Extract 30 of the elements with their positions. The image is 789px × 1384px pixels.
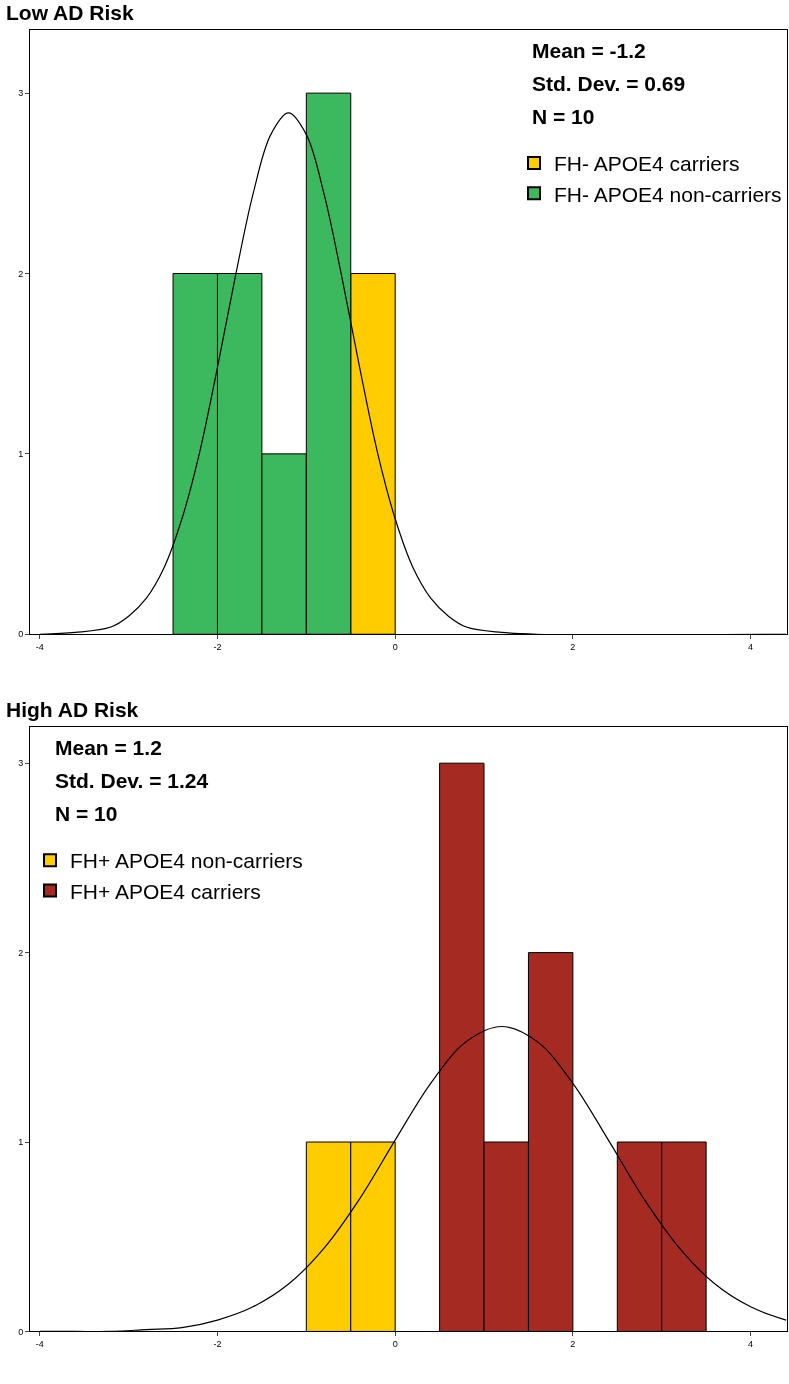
y-tick-label: 1 (18, 449, 24, 460)
x-tick-label: 4 (748, 642, 754, 653)
annotation: Std. Dev. = 0.69 (532, 72, 686, 95)
x-tick-label: -4 (35, 1339, 44, 1350)
x-tick-label: -2 (213, 642, 222, 653)
x-tick-label: -2 (213, 1339, 222, 1350)
annotation: Std. Dev. = 1.24 (55, 769, 209, 792)
y-tick-label: 1 (18, 1137, 24, 1148)
y-tick-label: 2 (18, 268, 24, 279)
annotation: Mean = 1.2 (55, 736, 162, 759)
legend-label: FH+ APOE4 carriers (70, 879, 261, 903)
annotation: Mean = -1.2 (532, 39, 646, 62)
annotation: N = 10 (55, 802, 118, 825)
y-tick-label: 3 (18, 88, 24, 99)
x-tick-label: 2 (570, 1339, 576, 1350)
x-tick-label: -4 (35, 642, 44, 653)
y-tick-label: 3 (18, 758, 24, 769)
y-tick-label: 0 (18, 629, 24, 640)
chart-title: Low AD Risk (6, 1, 134, 24)
x-tick-label: 2 (570, 642, 576, 653)
legend-label: FH+ APOE4 non-carriers (70, 849, 303, 873)
y-tick-label: 0 (18, 1326, 24, 1337)
y-tick-label: 2 (18, 947, 24, 958)
legend-label: FH- APOE4 carriers (554, 152, 740, 176)
x-tick-label: 0 (392, 642, 398, 653)
x-tick-label: 0 (392, 1339, 398, 1350)
x-tick-label: 4 (748, 1339, 754, 1350)
chart-title: High AD Risk (6, 698, 139, 721)
annotation: N = 10 (532, 105, 595, 128)
legend-label: FH- APOE4 non-carriers (554, 182, 782, 206)
